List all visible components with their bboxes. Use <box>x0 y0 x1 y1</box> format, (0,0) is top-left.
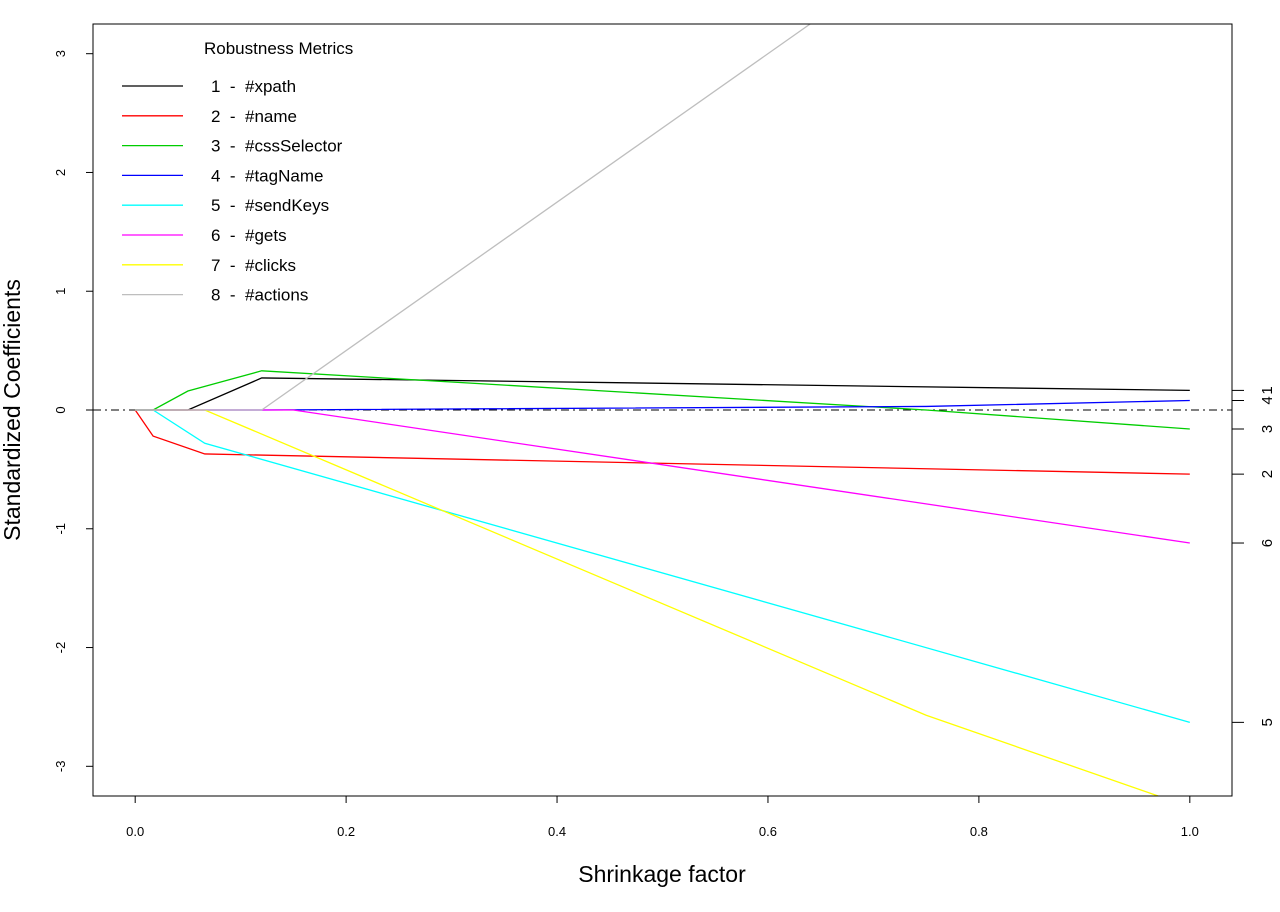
legend-label-2: 2 - #name <box>211 107 297 126</box>
right-tick-label: 1 <box>1259 386 1276 394</box>
x-tick-label: 0.8 <box>970 824 988 839</box>
series-line-2 <box>134 409 1190 475</box>
y-tick-label: 3 <box>53 50 68 57</box>
right-axis: 1 4 3 2 6 5 <box>1232 386 1276 727</box>
x-tick-label: 0.2 <box>337 824 355 839</box>
right-tick-label: 5 <box>1259 718 1276 726</box>
legend-label-1: 1 - #xpath <box>211 77 296 96</box>
series-line-4 <box>135 399 1190 411</box>
y-tick-label: 2 <box>53 169 68 176</box>
legend-label-3: 3 - #cssSelector <box>211 137 343 156</box>
legend-title: Robustness Metrics <box>204 39 353 58</box>
series-line-8 <box>135 24 811 411</box>
x-tick-label: 0.0 <box>126 824 144 839</box>
legend-label-6: 6 - #gets <box>211 226 287 245</box>
x-tick-label: 0.6 <box>759 824 777 839</box>
y-axis-title: Standardized Coefficients <box>0 279 25 541</box>
legend: Robustness Metrics 1 - #xpath 2 - #name 3 -… <box>122 39 353 305</box>
series-line-3 <box>135 370 1190 430</box>
x-tick-label: 1.0 <box>1181 824 1199 839</box>
series-line-7 <box>135 409 1159 796</box>
series-line-5 <box>135 409 1190 723</box>
x-tick-label: 0.4 <box>548 824 566 839</box>
right-tick-label: 3 <box>1259 425 1276 433</box>
x-axis: 0.0 0.2 0.4 0.6 0.8 1.0 <box>126 796 1199 839</box>
legend-label-4: 4 - #tagName <box>211 166 323 185</box>
x-axis-title: Shrinkage factor <box>578 861 746 887</box>
legend-label-7: 7 - #clicks <box>211 256 296 275</box>
plot-area <box>93 24 1232 796</box>
series-line-6 <box>135 409 1190 544</box>
y-tick-label: -2 <box>53 642 68 654</box>
right-tick-label: 2 <box>1259 470 1276 478</box>
right-tick-label: 4 <box>1259 396 1276 404</box>
y-tick-label: 0 <box>53 406 68 413</box>
legend-label-5: 5 - #sendKeys <box>211 196 329 215</box>
y-axis: -3 -2 -1 0 1 2 3 <box>53 50 93 772</box>
right-tick-label: 6 <box>1259 539 1276 547</box>
legend-label-8: 8 - #actions <box>211 286 308 305</box>
y-tick-label: -3 <box>53 761 68 773</box>
y-tick-label: 1 <box>53 288 68 295</box>
y-tick-label: -1 <box>53 523 68 535</box>
